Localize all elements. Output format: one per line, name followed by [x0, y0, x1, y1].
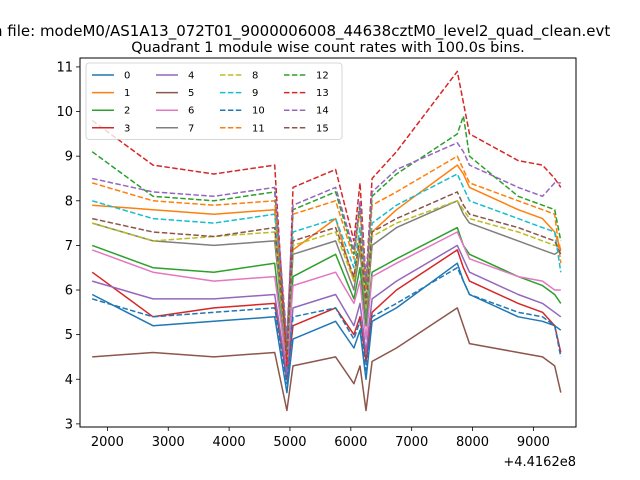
legend-label-11: 11	[252, 123, 265, 134]
figure-suptitle: n file: modeM0/AS1A13_072T01_9000006008_…	[0, 22, 610, 41]
y-axis: 3 4 5 6 7 8 9 10 11	[56, 60, 80, 432]
x-offset-label: +4.4162e8	[503, 455, 576, 470]
legend-label-5: 5	[188, 88, 194, 99]
series-line-4	[91, 244, 562, 376]
y-tick-label: 6	[65, 284, 73, 299]
series-layer	[91, 70, 562, 412]
chart-title: Quadrant 1 module wise count rates with …	[131, 40, 525, 56]
y-tick-label: 5	[65, 328, 73, 343]
series-line-10	[91, 266, 562, 385]
series-line-14	[92, 142, 561, 340]
legend-label-12: 12	[316, 71, 329, 82]
legend-box	[85, 62, 343, 140]
series-line-0	[91, 262, 562, 394]
series-line-3	[91, 249, 562, 381]
y-tick-label: 8	[65, 194, 73, 209]
x-axis: 2000 3000 4000 5000 6000 7000 8000 9000	[91, 427, 550, 450]
legend-label-0: 0	[124, 71, 130, 82]
series-line-15	[92, 191, 562, 354]
y-tick-label: 11	[56, 60, 73, 75]
x-tick-label: 6000	[334, 435, 367, 450]
x-tick-label: 7000	[395, 435, 428, 450]
legend-label-6: 6	[188, 106, 194, 117]
plot-area: 2000 3000 4000 5000 6000 7000 8000 9000 3 4 5 6 7 8 9…	[56, 57, 577, 470]
legend-label-2: 2	[124, 106, 130, 117]
legend-label-4: 4	[188, 71, 194, 82]
axes-frame	[79, 57, 577, 428]
legend-label-8: 8	[252, 71, 258, 82]
legend-label-13: 13	[316, 88, 329, 99]
legend-label-14: 14	[316, 106, 329, 117]
legend-label-15: 15	[316, 123, 329, 134]
x-tick-label: 8000	[456, 435, 489, 450]
y-tick-label: 3	[65, 417, 73, 432]
x-tick-label: 5000	[273, 435, 306, 450]
x-tick-label: 2000	[91, 435, 124, 450]
legend-label-3: 3	[124, 123, 130, 134]
legend-label-1: 1	[124, 88, 130, 99]
x-tick-label: 9000	[517, 435, 550, 450]
y-tick-label: 9	[65, 150, 73, 165]
series-line-5	[92, 307, 562, 412]
legend-label-10: 10	[252, 106, 265, 117]
series-line-6	[91, 231, 561, 367]
x-tick-label: 3000	[152, 435, 185, 450]
y-tick-label: 10	[56, 105, 73, 120]
legend-label-9: 9	[252, 88, 258, 99]
series-line-8	[91, 200, 561, 358]
series-line-9	[91, 173, 562, 349]
y-tick-label: 4	[65, 373, 73, 388]
series-line-7	[91, 200, 562, 363]
legend-label-7: 7	[188, 123, 194, 134]
x-tick-label: 4000	[213, 435, 246, 450]
series-line-12	[91, 115, 562, 345]
y-tick-label: 7	[65, 239, 73, 254]
